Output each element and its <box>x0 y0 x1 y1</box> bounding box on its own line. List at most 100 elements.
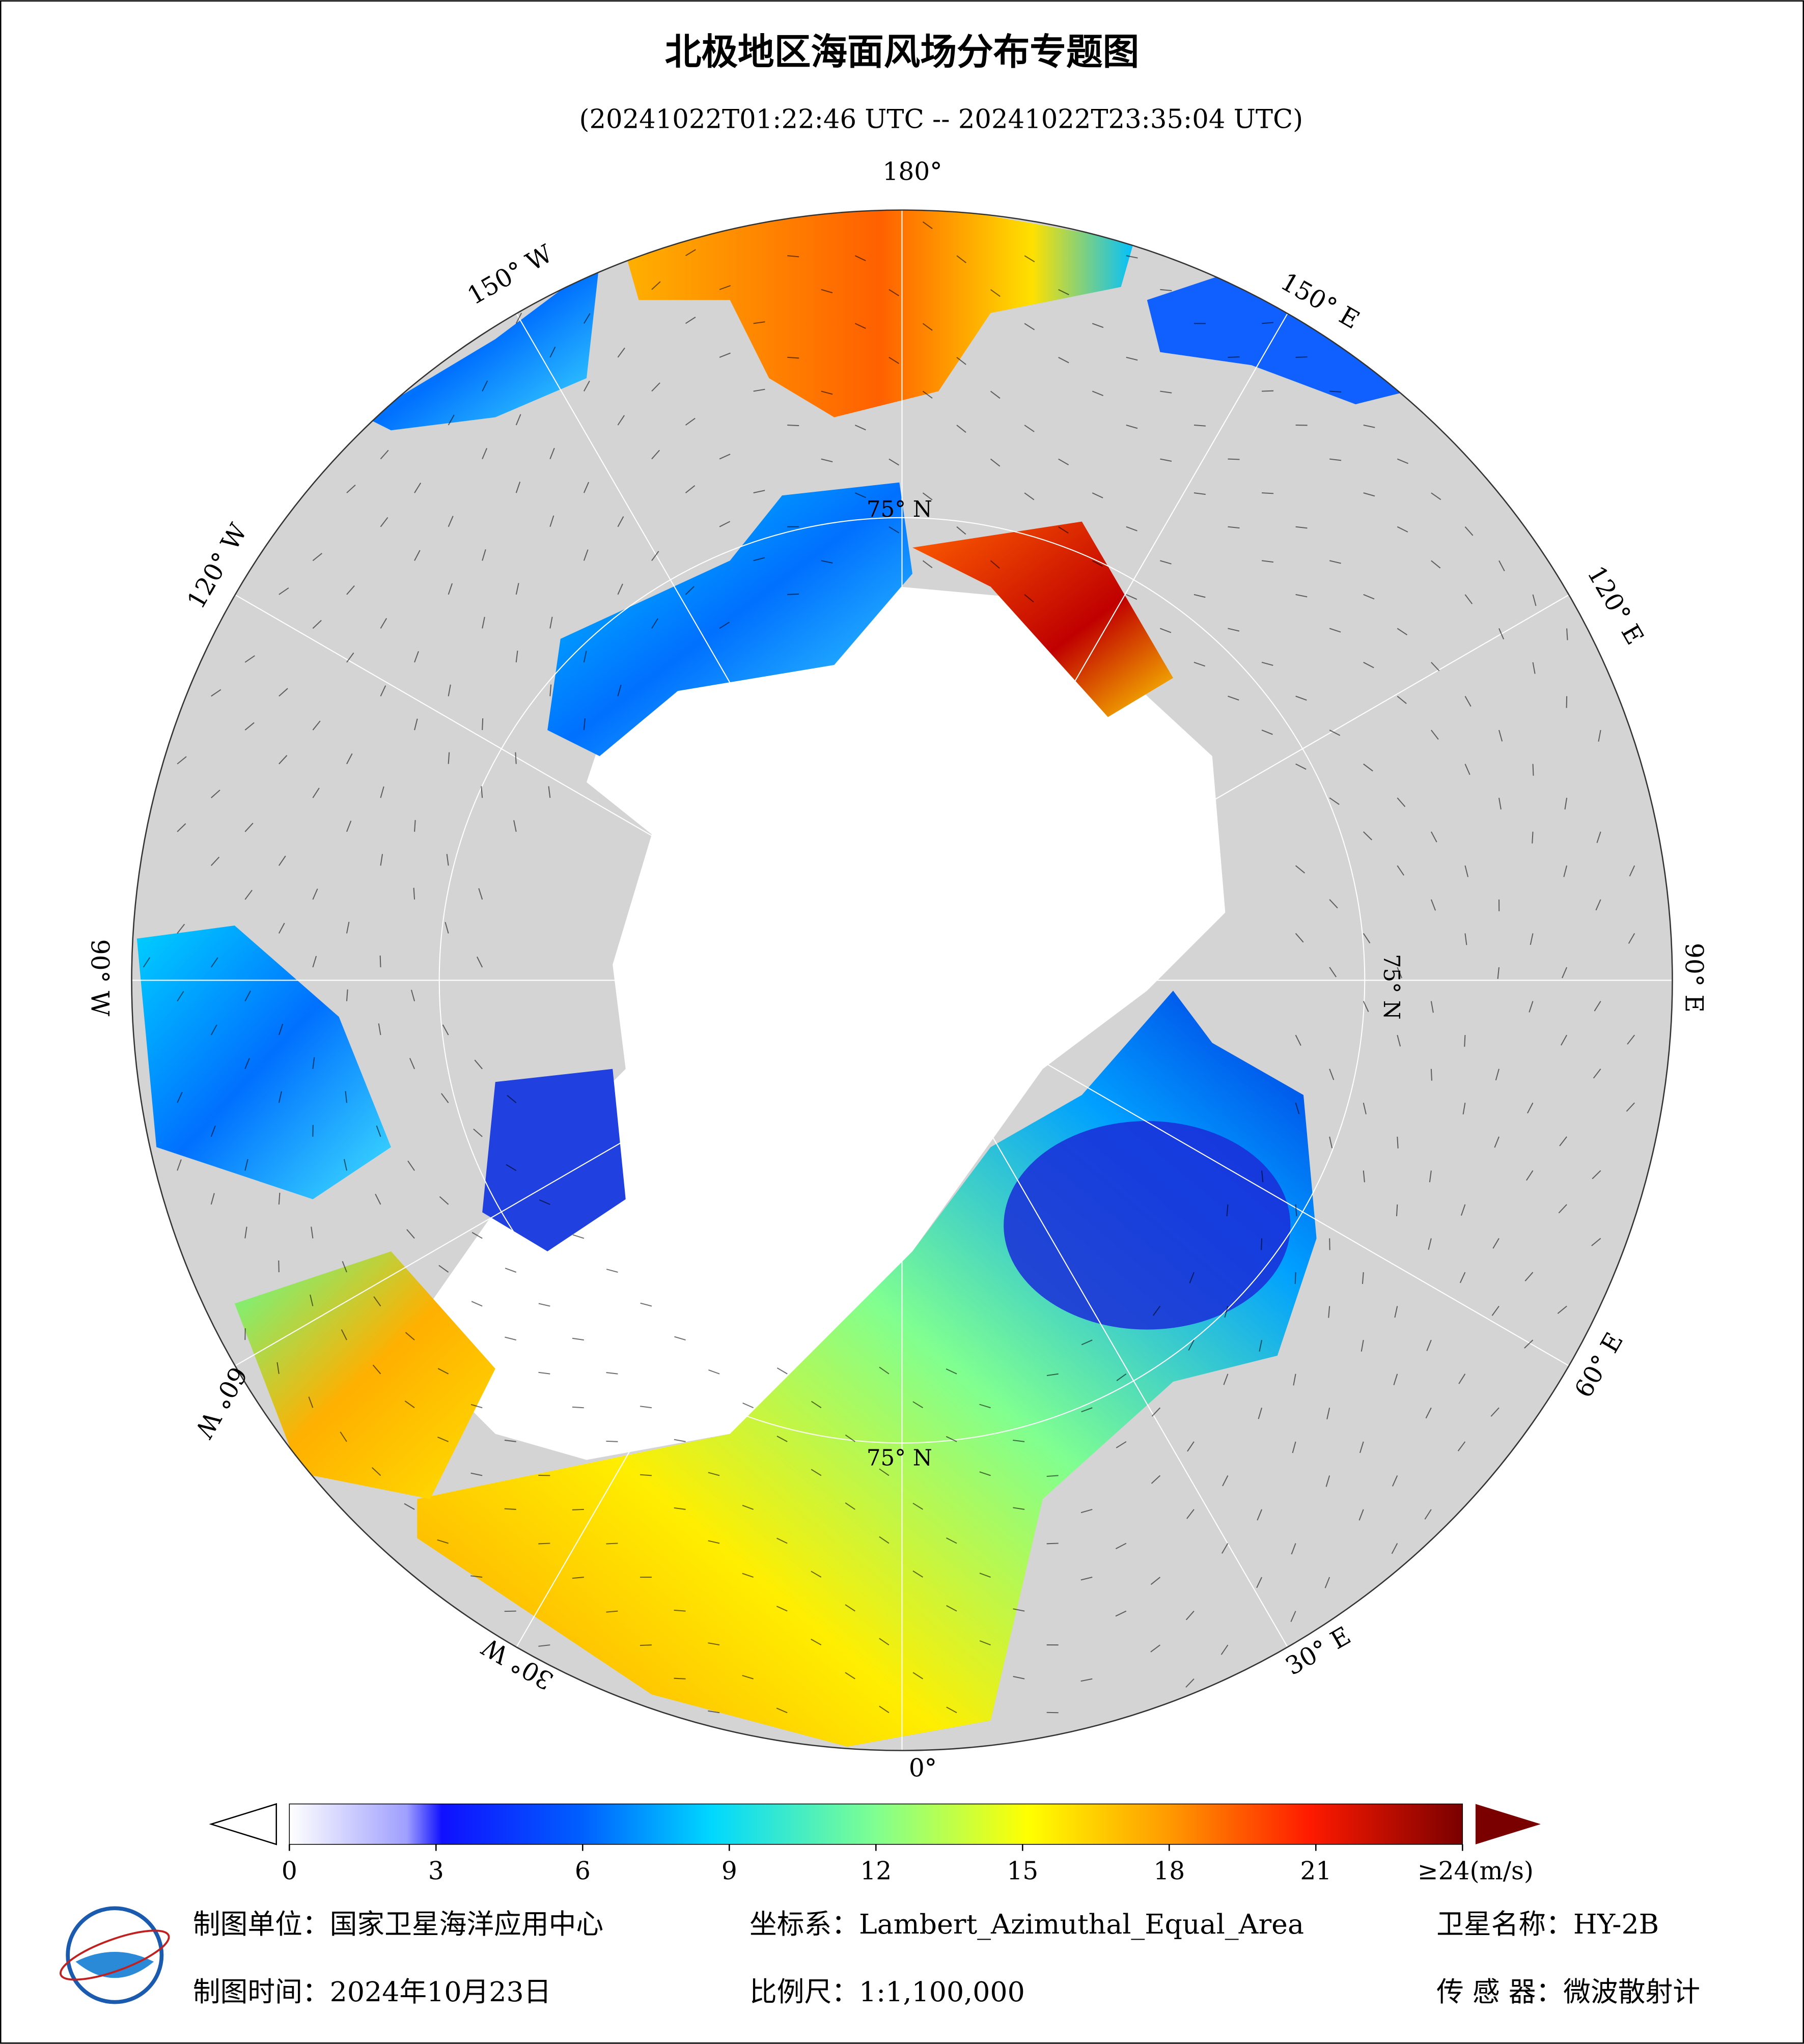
wind-arrow <box>1325 1475 1330 1487</box>
wind-arrow <box>1392 1475 1398 1487</box>
wind-arrow <box>1497 967 1500 979</box>
wind-arrow <box>244 889 253 900</box>
wind-arrow <box>278 1192 281 1205</box>
wind-arrow <box>685 417 696 426</box>
wind-arrow <box>538 1303 550 1307</box>
colorbar-bar <box>289 1803 1463 1845</box>
wind-arrow <box>504 1610 516 1612</box>
wind-arrow <box>1431 492 1441 500</box>
wind-arrow <box>1261 1238 1263 1250</box>
wind-arrow <box>346 753 353 765</box>
wind-arrow <box>405 1332 415 1340</box>
wind-arrow <box>1460 1204 1466 1216</box>
map-date: 制图时间：2024年10月23日 <box>193 1976 551 2008</box>
wind-arrow <box>1594 1000 1601 1012</box>
ocean-wind-pacific <box>625 210 1134 417</box>
colorbar-tick-label: 6 <box>575 1857 591 1886</box>
wind-arrow <box>1329 797 1340 805</box>
wind-arrow <box>549 515 554 527</box>
wind-arrow <box>471 1232 483 1239</box>
wind-arrow <box>946 1368 957 1375</box>
wind-arrow <box>1295 526 1308 529</box>
wind-arrow <box>1562 967 1568 978</box>
wind-arrow <box>276 1362 280 1374</box>
wind-arrow <box>1194 661 1206 667</box>
wind-arrow <box>651 450 660 460</box>
wind-arrow <box>787 593 799 595</box>
wind-arrow <box>821 289 833 294</box>
wind-arrow <box>922 492 933 500</box>
wind-arrow <box>380 685 386 696</box>
wind-arrow <box>946 1436 957 1442</box>
wind-arrow <box>244 655 255 663</box>
wind-arrow <box>776 1707 788 1714</box>
wind-arrow <box>1628 933 1635 944</box>
wind-arrow <box>312 620 322 629</box>
wind-arrow <box>787 425 799 427</box>
wind-arrow <box>1295 763 1307 770</box>
wind-arrow <box>506 1164 517 1171</box>
wind-arrow <box>1115 1543 1127 1550</box>
colorbar-tick-label: 12 <box>860 1857 892 1886</box>
wind-arrow <box>1228 628 1240 632</box>
wind-arrow <box>1425 1407 1432 1419</box>
wind-arrow <box>1524 1272 1534 1281</box>
wind-arrow <box>414 820 416 832</box>
wind-arrow <box>476 956 483 968</box>
wind-arrow <box>1593 1069 1601 1079</box>
wind-arrow <box>1328 1306 1330 1318</box>
wind-arrow <box>1292 1441 1296 1453</box>
wind-arrow <box>515 482 521 493</box>
wind-arrow <box>548 786 551 798</box>
wind-arrow <box>1458 1374 1466 1384</box>
wind-arrow <box>380 854 383 866</box>
wind-arrow <box>1024 323 1035 330</box>
wind-arrow <box>1329 628 1341 633</box>
wind-arrow <box>438 1265 449 1273</box>
wind-arrow <box>505 1336 517 1341</box>
wind-arrow <box>776 1367 788 1375</box>
wind-arrow <box>343 1159 347 1171</box>
wind-arrow <box>606 1610 618 1613</box>
wind-arrow <box>538 1543 550 1545</box>
wind-arrow <box>1092 492 1103 498</box>
wind-arrow <box>1160 628 1172 633</box>
wind-arrow <box>515 313 522 324</box>
wind-arrow <box>1024 255 1035 263</box>
wind-arrow <box>1363 425 1375 428</box>
wind-arrow <box>341 1329 347 1340</box>
wind-arrow <box>1464 696 1472 707</box>
wind-arrow <box>513 820 517 832</box>
wind-arrow <box>549 447 555 459</box>
wind-arrow <box>854 492 866 498</box>
wind-arrow <box>442 1024 449 1035</box>
wind-arrow <box>1397 967 1403 978</box>
wind-arrow <box>674 1336 686 1341</box>
wind-arrow <box>1526 1170 1534 1181</box>
wind-arrow <box>685 249 696 257</box>
wind-arrow <box>1194 492 1206 495</box>
coordinate-system: 坐标系：Lambert_Azimuthal_Equal_Area <box>750 1908 1304 1940</box>
wind-arrow <box>1329 458 1342 461</box>
wind-arrow <box>640 1406 652 1409</box>
longitude-label: 0° <box>909 1754 937 1782</box>
wind-arrow <box>606 1440 618 1442</box>
wind-arrow <box>1329 730 1341 736</box>
wind-arrow <box>1391 1543 1398 1554</box>
wind-arrow <box>312 1057 315 1069</box>
wind-arrow <box>312 553 322 562</box>
wind-arrow <box>407 1160 415 1171</box>
wind-arrow <box>1629 865 1635 877</box>
subtitle: (20241022T01:22:46 UTC -- 20241022T23:35… <box>579 104 1303 135</box>
wind-arrow <box>177 923 185 934</box>
wind-arrow <box>674 1677 686 1679</box>
wind-arrow <box>1431 662 1440 671</box>
wind-arrow <box>990 458 1001 467</box>
wind-arrow <box>1194 425 1206 427</box>
wind-arrow <box>979 1404 991 1409</box>
wind-arrow <box>811 1638 822 1646</box>
wind-arrow <box>515 414 521 426</box>
wind-arrow <box>1151 1475 1161 1484</box>
wind-arrow <box>685 317 696 324</box>
wind-arrow <box>1393 1374 1398 1385</box>
